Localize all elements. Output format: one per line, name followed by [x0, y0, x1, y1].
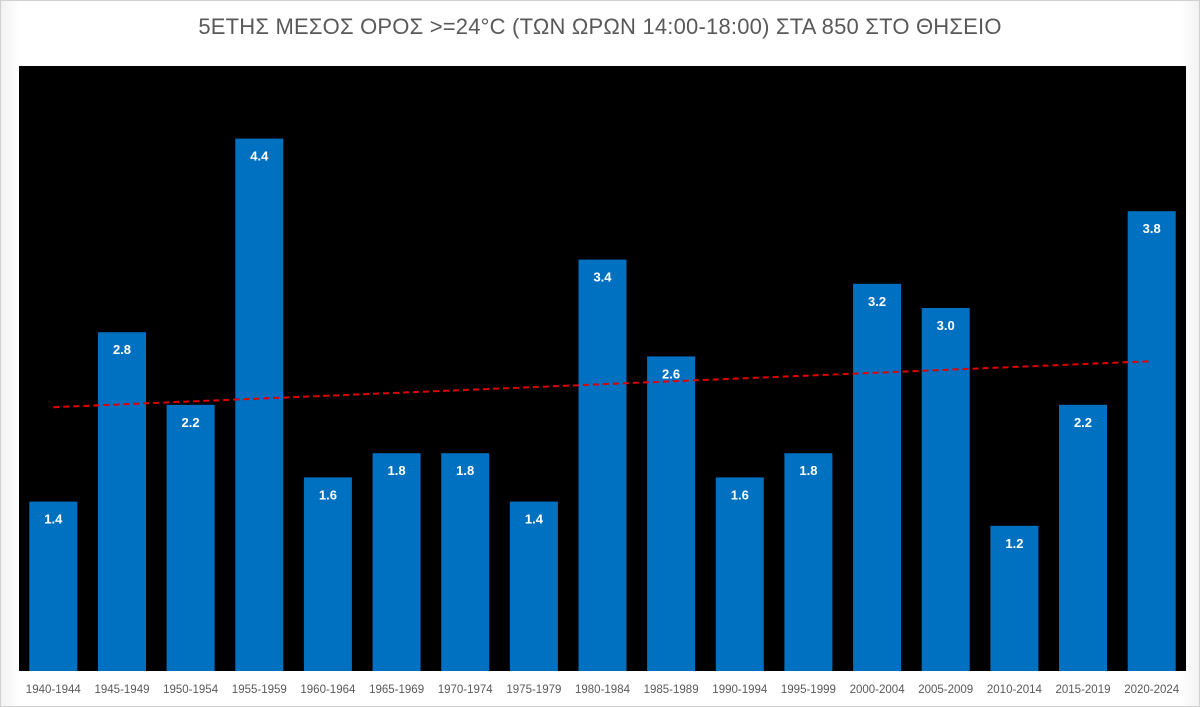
bar-1975-1979 — [509, 501, 558, 671]
bar-2020-2024 — [1127, 211, 1176, 671]
data-label: 2.8 — [113, 342, 131, 357]
data-label: 1.8 — [388, 463, 406, 478]
x-tick-label: 2010-2014 — [987, 684, 1043, 696]
x-tick-label: 2000-2004 — [850, 684, 906, 696]
bar-1985-1989 — [647, 356, 696, 671]
bar-1980-1984 — [578, 259, 627, 671]
data-label: 1.6 — [731, 487, 749, 502]
bar-2010-2014 — [990, 525, 1039, 671]
x-tick-label: 1995-1999 — [781, 684, 836, 696]
data-label: 3.2 — [868, 294, 886, 309]
x-tick-label: 1960-1964 — [300, 684, 356, 696]
bar-2000-2004 — [853, 283, 902, 671]
x-tick-label: 1975-1979 — [506, 684, 561, 696]
x-tick-label: 1980-1984 — [575, 684, 631, 696]
data-label: 2.2 — [1074, 415, 1092, 430]
chart-title: 5ΕΤΗΣ ΜΕΣΟΣ ΟΡΟΣ >=24°C (ΤΩΝ ΩΡΩΝ 14:00-… — [198, 14, 1002, 39]
bar-2005-2009 — [921, 308, 970, 671]
bar-1965-1969 — [372, 453, 421, 671]
bar-1960-1964 — [303, 477, 352, 671]
x-tick-label: 2020-2024 — [1124, 684, 1180, 696]
x-tick-label: 1955-1959 — [232, 684, 287, 696]
data-label: 1.2 — [1005, 536, 1023, 551]
bar-1950-1954 — [166, 404, 215, 671]
data-label: 1.8 — [456, 463, 474, 478]
data-label: 1.4 — [525, 512, 544, 527]
x-tick-label: 1990-1994 — [712, 684, 768, 696]
x-tick-label: 1940-1944 — [26, 684, 82, 696]
trendline — [53, 360, 1152, 409]
data-label: 4.4 — [250, 149, 269, 164]
data-label: 3.0 — [937, 318, 955, 333]
data-label: 1.8 — [799, 463, 817, 478]
data-label: 2.2 — [182, 415, 200, 430]
bar-2015-2019 — [1059, 404, 1107, 671]
bar-1995-1999 — [784, 453, 833, 671]
x-tick-label: 1970-1974 — [438, 684, 494, 696]
data-label: 1.4 — [44, 512, 63, 527]
bar-1940-1944 — [29, 501, 78, 671]
data-label: 3.8 — [1143, 221, 1161, 236]
x-tick-label: 1945-1949 — [95, 684, 150, 696]
x-tick-label: 2015-2019 — [1056, 684, 1111, 696]
bar-1945-1949 — [98, 332, 146, 671]
x-tick-label: 1965-1969 — [369, 684, 424, 696]
x-tick-label: 1985-1989 — [644, 684, 699, 696]
bar-1970-1974 — [441, 453, 490, 671]
bar-1955-1959 — [235, 138, 284, 672]
data-label: 1.6 — [319, 487, 337, 502]
x-tick-label: 1950-1954 — [163, 684, 219, 696]
data-label: 2.6 — [662, 366, 680, 381]
data-label: 3.4 — [593, 270, 612, 285]
x-tick-label: 2005-2009 — [918, 684, 973, 696]
bar-1990-1994 — [715, 477, 764, 671]
